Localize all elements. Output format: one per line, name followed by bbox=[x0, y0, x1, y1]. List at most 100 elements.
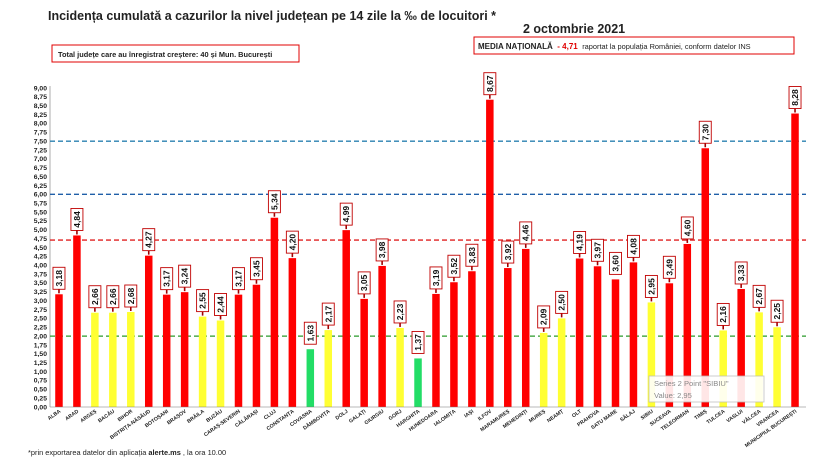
data-label-box bbox=[196, 289, 210, 313]
bar bbox=[109, 312, 117, 407]
tooltip-box bbox=[648, 375, 765, 403]
y-tick-label: 5,75 bbox=[34, 200, 47, 207]
bar bbox=[360, 298, 368, 407]
tooltip-line1: Series 2 Point "SIBIU" bbox=[654, 379, 729, 388]
chart-date: 2 octombrie 2021 bbox=[523, 22, 625, 36]
data-label-box bbox=[232, 267, 245, 291]
y-tick-label: 3,25 bbox=[34, 289, 47, 296]
data-label-text: 4,27 bbox=[144, 231, 154, 248]
data-label-text: 2,16 bbox=[718, 306, 728, 323]
data-label: 2,66 bbox=[88, 285, 102, 309]
data-label-text: 2,25 bbox=[772, 303, 782, 320]
data-label-box bbox=[357, 271, 371, 295]
bar bbox=[162, 294, 171, 407]
data-label-box bbox=[285, 230, 299, 254]
bar bbox=[432, 293, 440, 407]
footnote-text: *prin exportarea datelor din aplicația bbox=[28, 448, 148, 457]
x-tick-label: ALBA bbox=[47, 409, 62, 422]
data-label: 2,95 bbox=[644, 274, 658, 298]
data-label-text: 2,23 bbox=[395, 303, 405, 320]
y-tick-label: 7,25 bbox=[34, 147, 47, 154]
bar bbox=[216, 320, 225, 407]
tooltip-line2: Value: 2,95 bbox=[654, 391, 692, 400]
bar bbox=[539, 332, 548, 407]
data-label: 3,33 bbox=[734, 261, 748, 285]
data-label-text: 3,17 bbox=[162, 270, 172, 287]
bar bbox=[737, 288, 745, 407]
y-tick-label: 4,25 bbox=[34, 254, 47, 261]
y-tick-label: 2,25 bbox=[34, 325, 47, 332]
data-label-text: 4,99 bbox=[341, 206, 351, 223]
bar bbox=[198, 316, 207, 407]
bar bbox=[342, 230, 350, 407]
data-label: 8,28 bbox=[788, 86, 802, 109]
data-label: 4,08 bbox=[627, 234, 640, 258]
data-label: 4,46 bbox=[519, 221, 533, 245]
data-label-box bbox=[339, 202, 353, 226]
bar bbox=[55, 294, 63, 407]
footnote-end: , la ora 10.00 bbox=[183, 448, 226, 457]
bar bbox=[773, 327, 781, 407]
bar bbox=[629, 262, 638, 407]
data-label-box bbox=[555, 290, 569, 314]
data-label-text: 3,52 bbox=[449, 258, 459, 275]
data-label: 2,50 bbox=[555, 290, 569, 314]
data-label-box bbox=[788, 86, 802, 109]
data-label-box bbox=[321, 302, 335, 326]
data-label-text: 3,19 bbox=[431, 269, 441, 286]
footnote-bold: alerte.ms bbox=[148, 448, 180, 457]
x-tick-label: ARGEȘ bbox=[79, 408, 98, 424]
data-label: 2,23 bbox=[393, 300, 407, 324]
data-label: 4,19 bbox=[573, 231, 587, 254]
data-label-box bbox=[465, 243, 479, 267]
data-label-box bbox=[214, 293, 227, 316]
data-label-box bbox=[698, 120, 712, 144]
bar bbox=[324, 330, 333, 407]
data-label-text: 3,97 bbox=[593, 242, 603, 259]
y-tick-label: 3,00 bbox=[34, 298, 47, 305]
y-tick-label: 2,50 bbox=[34, 316, 47, 323]
data-label-text: 3,98 bbox=[377, 241, 387, 258]
data-label-text: 3,83 bbox=[467, 247, 477, 264]
data-label-text: 2,55 bbox=[198, 292, 208, 309]
data-label-text: 8,67 bbox=[485, 75, 495, 92]
chart-title: Incidența cumulată a cazurilor la nivel … bbox=[48, 9, 496, 23]
media-suffix: raportat la populația României, conform … bbox=[582, 42, 750, 51]
y-tick-label: 5,25 bbox=[34, 218, 47, 225]
data-label: 2,66 bbox=[106, 285, 120, 309]
data-label-text: 3,33 bbox=[736, 264, 746, 281]
data-label-text: 1,63 bbox=[305, 325, 315, 342]
data-label-text: 3,18 bbox=[54, 270, 64, 287]
data-label: 3,60 bbox=[609, 251, 622, 275]
y-tick-label: 6,75 bbox=[34, 165, 47, 172]
data-label-box bbox=[106, 285, 120, 309]
data-label-text: 3,92 bbox=[503, 244, 513, 261]
media-box bbox=[473, 36, 795, 55]
data-label-text: 4,20 bbox=[287, 234, 297, 251]
bar bbox=[91, 312, 99, 407]
data-label: 3,97 bbox=[591, 238, 604, 262]
bar bbox=[647, 302, 656, 407]
bar bbox=[73, 235, 81, 407]
chart-tooltip: Series 2 Point "SIBIU" Value: 2,95 bbox=[648, 375, 765, 403]
data-label-text: 2,66 bbox=[108, 288, 118, 305]
data-label-text: 2,17 bbox=[323, 306, 333, 323]
bar bbox=[127, 312, 135, 407]
data-label: 2,09 bbox=[537, 305, 551, 329]
y-tick-label: 0,75 bbox=[34, 378, 47, 385]
bar bbox=[755, 312, 763, 407]
data-label-text: 3,45 bbox=[251, 260, 261, 277]
data-label-box bbox=[483, 72, 497, 96]
x-tick-label: GIURGIU bbox=[364, 409, 386, 427]
data-label: 3,52 bbox=[447, 254, 461, 278]
y-tick-label: 4,75 bbox=[34, 236, 47, 243]
data-label-text: 4,46 bbox=[521, 224, 531, 241]
data-label: 1,63 bbox=[303, 321, 317, 345]
data-label-text: 3,05 bbox=[359, 274, 369, 291]
y-tick-label: 7,00 bbox=[34, 156, 47, 163]
bar bbox=[593, 266, 602, 407]
data-label-text: 2,09 bbox=[539, 308, 549, 325]
y-tick-label: 8,00 bbox=[34, 121, 47, 128]
data-label: 2,67 bbox=[752, 284, 766, 308]
